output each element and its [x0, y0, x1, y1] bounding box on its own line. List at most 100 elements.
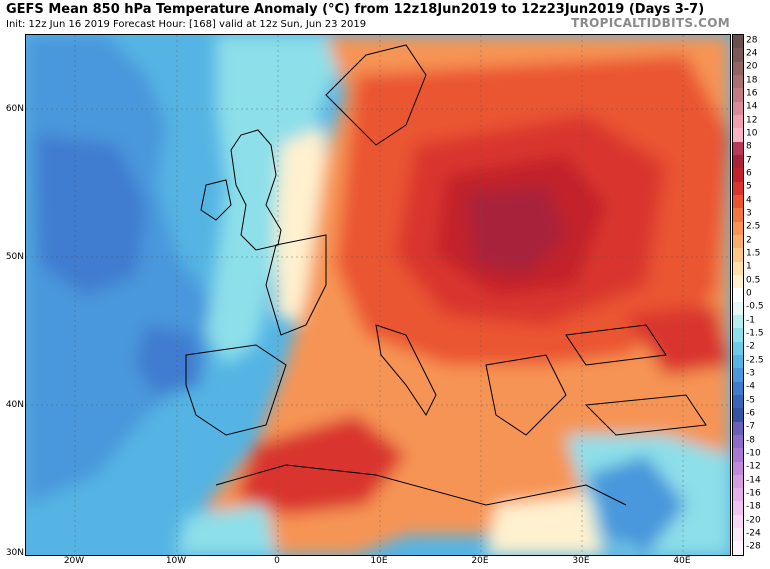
lat-label-30n: 30N: [5, 548, 24, 558]
colorbar-label: -20: [746, 515, 761, 526]
map-title: GEFS Mean 850 hPa Temperature Anomaly (°…: [6, 2, 705, 17]
colorbar-swatch: [733, 328, 743, 342]
great-britain-coast: [230, 129, 282, 251]
lat-label-40n: 40N: [5, 400, 24, 410]
lat-label-50n: 50N: [5, 252, 24, 262]
north-africa-coast: [215, 464, 627, 506]
colorbar-label: -16: [746, 488, 761, 499]
colorbar-label: -2: [746, 341, 755, 352]
colorbar-label: 7: [746, 155, 752, 166]
colorbar-label: -14: [746, 475, 761, 486]
turkey-coast: [584, 394, 707, 436]
scandinavia-coast: [325, 44, 427, 146]
italy-coast: [375, 324, 437, 416]
colorbar-label: -28: [746, 541, 761, 552]
lon-label-20w: 20W: [63, 556, 85, 566]
morocco-cool: [176, 505, 276, 555]
north-africa-hot: [236, 415, 406, 515]
colorbar-label: -18: [746, 501, 761, 512]
colorbar-label: 10: [746, 128, 758, 139]
graticule: [26, 35, 730, 555]
lat-label-60n: 60N: [5, 104, 24, 114]
colorbar-swatch: [733, 88, 743, 102]
colorbar-swatch: [733, 461, 743, 475]
caspian-hot: [626, 305, 730, 375]
lon-label-30e: 30E: [572, 556, 590, 566]
colorbar-label: -1.5: [746, 328, 764, 339]
colorbar-swatch: [733, 501, 743, 515]
colorbar-label: -5: [746, 395, 755, 406]
colorbar-label: 1.5: [746, 248, 761, 259]
colorbar-label: -7: [746, 421, 755, 432]
site-watermark: TROPICALTIDBITS.COM: [571, 16, 730, 30]
lon-label-20e: 20E: [471, 556, 489, 566]
colorbar-swatch: [733, 154, 743, 169]
colorbar-swatch: [733, 274, 743, 289]
colorbar-label: -8: [746, 435, 755, 446]
colorbar-label: 6: [746, 168, 752, 179]
colorbar-swatch: [733, 421, 743, 435]
poland-hot-core: [466, 185, 566, 275]
lon-label-10w: 10W: [165, 556, 187, 566]
colorbar-label: 4: [746, 195, 752, 206]
colorbar-swatch: [733, 354, 743, 369]
colorbar-label: 14: [746, 101, 758, 112]
colorbar-swatch: [733, 101, 743, 115]
colorbar-swatch: [733, 448, 743, 462]
colorbar-swatch: [733, 234, 743, 249]
atlantic-cold-center: [36, 135, 146, 295]
colorbar-label: -24: [746, 528, 761, 539]
colorbar-label: 16: [746, 88, 758, 99]
colorbar-label: -12: [746, 461, 761, 472]
colorbar-label: -3: [746, 368, 755, 379]
anomaly-map-svg: [26, 35, 730, 555]
colorbar-swatch: [733, 368, 743, 382]
black-sea-coast: [565, 324, 667, 366]
colorbar-swatch: [733, 221, 743, 235]
colorbar-swatch: [733, 288, 743, 302]
colorbar-label: 18: [746, 75, 758, 86]
colorbar-swatch: [733, 208, 743, 222]
iberia-coast: [185, 344, 287, 436]
colorbar-swatch: [733, 341, 743, 355]
colorbar-swatch: [733, 168, 743, 182]
colorbar-label: 0: [746, 288, 752, 299]
colorbar-swatch: [733, 434, 743, 449]
colorbar-swatch: [733, 181, 743, 195]
map-subtitle: Init: 12z Jun 16 2019 Forecast Hour: [16…: [6, 19, 367, 30]
colorbar-swatch: [733, 301, 743, 315]
colorbar-label: 20: [746, 61, 758, 72]
libya-neutral: [486, 495, 606, 555]
colorbar-label: -10: [746, 448, 761, 459]
anomaly-map: [25, 34, 731, 556]
lon-label-10e: 10E: [370, 556, 388, 566]
ireland-coast: [200, 179, 232, 221]
colorbar-label: 5: [746, 181, 752, 192]
colorbar-swatch: [733, 394, 743, 409]
colorbar-label: 2.5: [746, 221, 761, 232]
colorbar-label: -1: [746, 315, 755, 326]
france-coast: [265, 234, 327, 336]
colorbar-label: 1: [746, 261, 752, 272]
balkans-coast: [485, 354, 567, 436]
colorbar-swatch: [733, 128, 743, 142]
lon-label-40e: 40E: [673, 556, 691, 566]
colorbar-swatch: [733, 61, 743, 75]
colorbar-label: -0.5: [746, 301, 764, 312]
colorbar: [732, 34, 744, 556]
colorbar-label: 3: [746, 208, 752, 219]
colorbar-swatch: [733, 35, 743, 49]
colorbar-swatch: [733, 408, 743, 422]
colorbar-label: -4: [746, 381, 755, 392]
iberian-cold-core: [136, 325, 201, 395]
lon-label-0: 0: [274, 556, 280, 566]
colorbar-swatch: [733, 381, 743, 395]
colorbar-swatch: [733, 114, 743, 129]
colorbar-label: 24: [746, 48, 758, 59]
colorbar-swatch: [733, 141, 743, 155]
colorbar-swatch: [733, 194, 743, 209]
coastlines: [185, 44, 707, 506]
colorbar-swatch: [733, 261, 743, 275]
colorbar-label: 12: [746, 115, 758, 126]
colorbar-swatch: [733, 474, 743, 489]
